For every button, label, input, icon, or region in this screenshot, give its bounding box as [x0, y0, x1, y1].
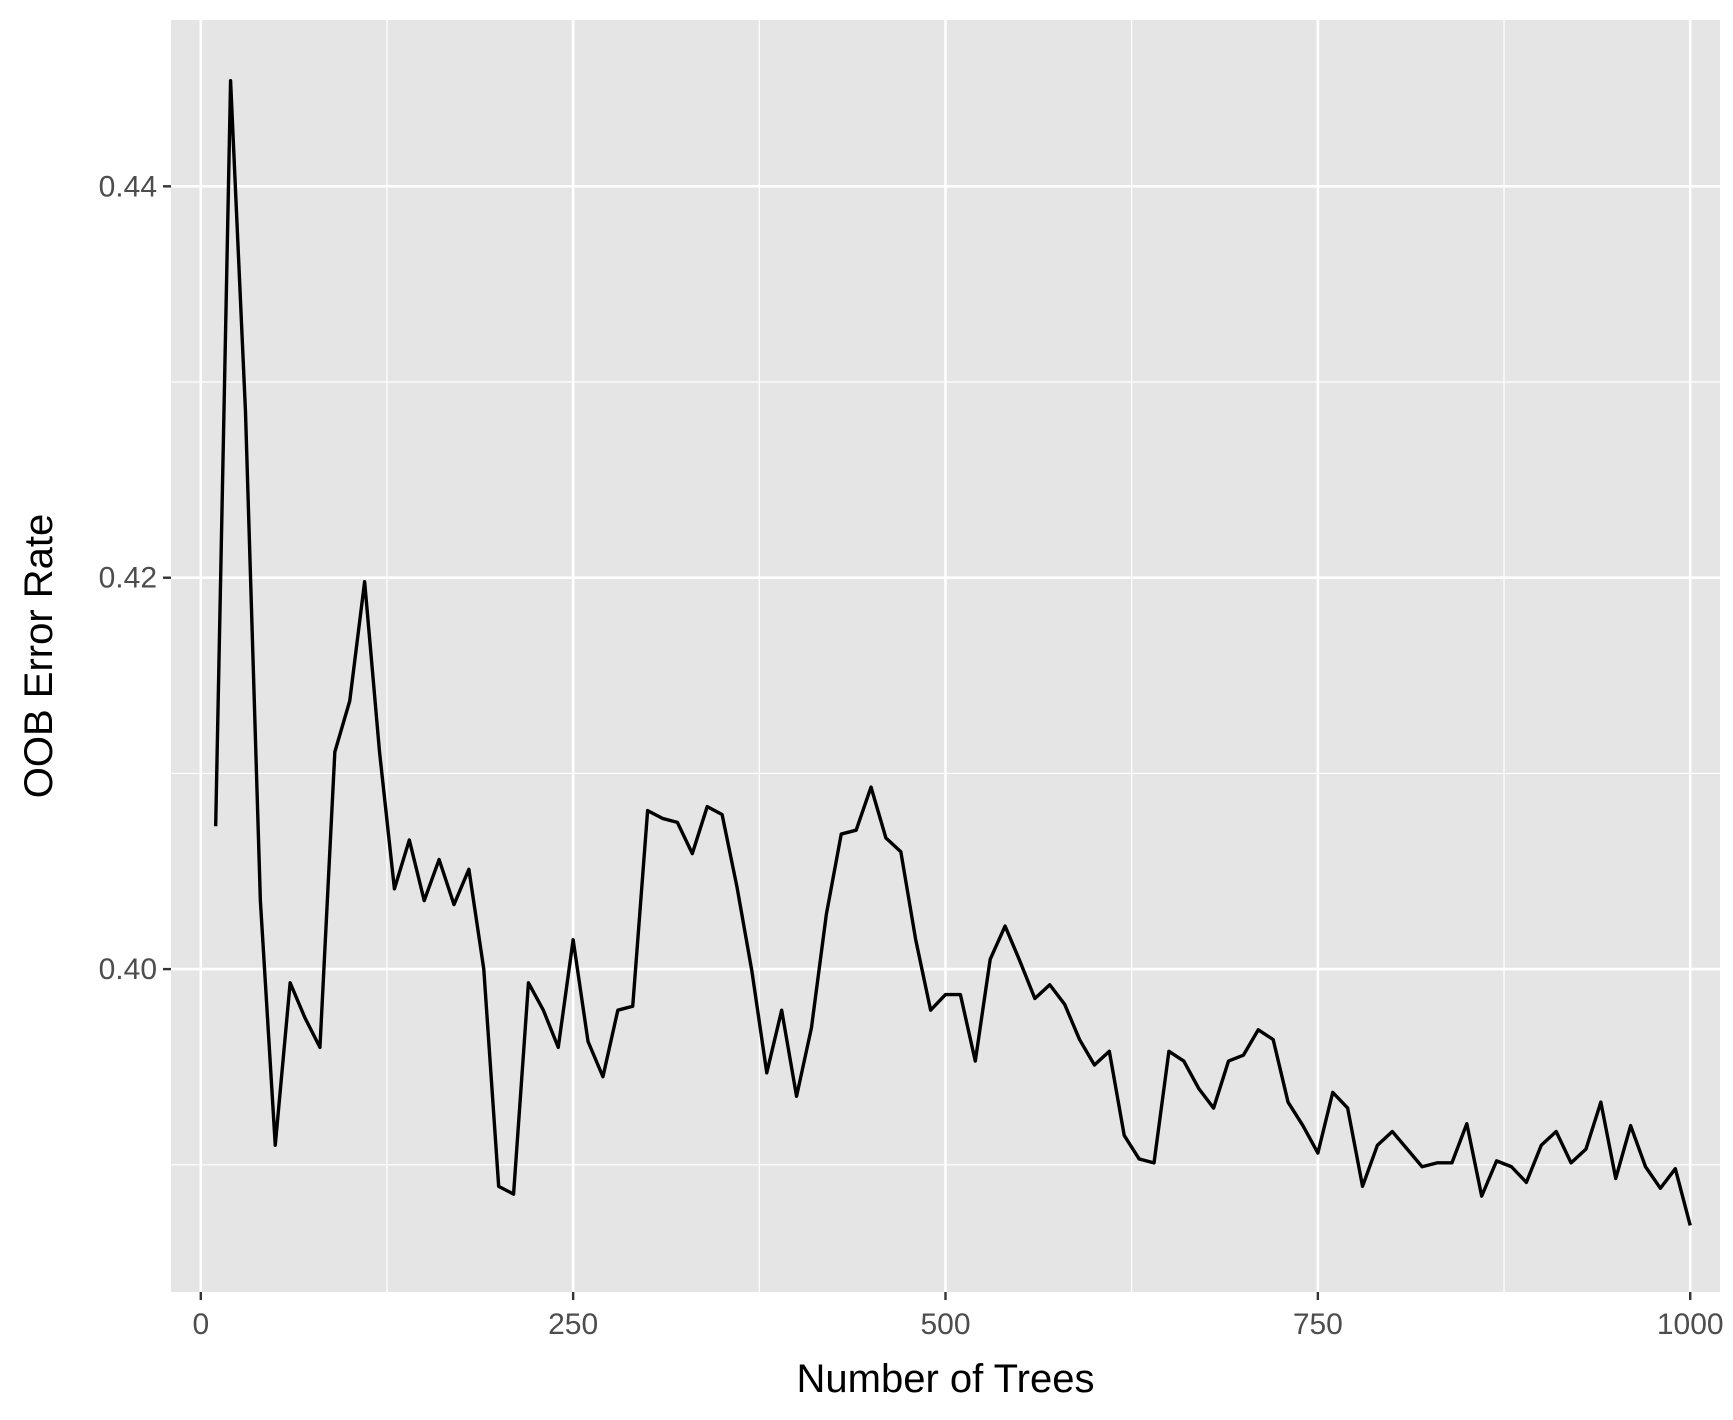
x-tick-label: 0 [192, 1308, 209, 1341]
y-tick-label: 0.40 [99, 953, 157, 986]
x-tick-label: 750 [1293, 1308, 1343, 1341]
series-layer [213, 78, 1692, 1226]
y-tick-label: 0.44 [99, 170, 157, 203]
x-axis-title: Number of Trees [797, 1357, 1095, 1401]
x-axis: 0 250 500 750 1000 [192, 1292, 1724, 1341]
y-axis: 0.40 0.42 0.44 [99, 170, 171, 986]
oob-error-line [213, 78, 1692, 1226]
x-tick-label: 500 [920, 1308, 970, 1341]
y-tick-label: 0.42 [99, 562, 157, 595]
x-tick-label: 1000 [1657, 1308, 1724, 1341]
x-tick-label: 250 [548, 1308, 598, 1341]
major-gridlines [171, 20, 1720, 1292]
y-axis-title: OOB Error Rate [17, 514, 61, 799]
